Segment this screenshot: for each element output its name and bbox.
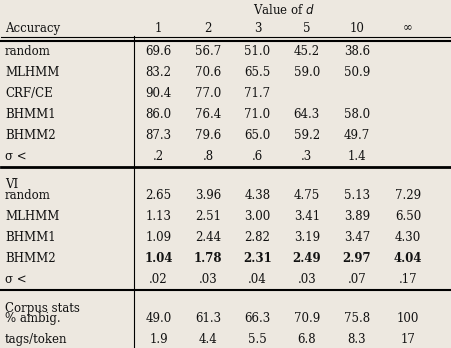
Text: 17: 17 — [400, 333, 414, 346]
Text: BHMM1: BHMM1 — [5, 108, 55, 121]
Text: σ <: σ < — [5, 150, 27, 163]
Text: 76.4: 76.4 — [194, 108, 221, 121]
Text: 65.5: 65.5 — [244, 66, 270, 79]
Text: Value of $d$: Value of $d$ — [252, 3, 314, 17]
Text: ∞: ∞ — [402, 22, 412, 34]
Text: 66.3: 66.3 — [244, 312, 270, 325]
Text: .8: .8 — [202, 150, 213, 163]
Text: 4.75: 4.75 — [293, 189, 319, 202]
Text: 1.04: 1.04 — [144, 252, 172, 265]
Text: 45.2: 45.2 — [293, 45, 319, 58]
Text: 6.50: 6.50 — [394, 210, 420, 223]
Text: BHMM2: BHMM2 — [5, 129, 55, 142]
Text: 2.31: 2.31 — [243, 252, 271, 265]
Text: 3.41: 3.41 — [293, 210, 319, 223]
Text: 2.51: 2.51 — [194, 210, 221, 223]
Text: 1.09: 1.09 — [145, 231, 171, 244]
Text: .03: .03 — [198, 273, 217, 286]
Text: 3.96: 3.96 — [194, 189, 221, 202]
Text: 51.0: 51.0 — [244, 45, 270, 58]
Text: 2.65: 2.65 — [145, 189, 171, 202]
Text: 75.8: 75.8 — [343, 312, 369, 325]
Text: 77.0: 77.0 — [194, 87, 221, 100]
Text: 8.3: 8.3 — [347, 333, 365, 346]
Text: Corpus stats: Corpus stats — [5, 302, 80, 315]
Text: 1.4: 1.4 — [347, 150, 365, 163]
Text: 2.82: 2.82 — [244, 231, 270, 244]
Text: .03: .03 — [297, 273, 316, 286]
Text: 65.0: 65.0 — [244, 129, 270, 142]
Text: .6: .6 — [251, 150, 262, 163]
Text: 5.13: 5.13 — [343, 189, 369, 202]
Text: 3.47: 3.47 — [343, 231, 369, 244]
Text: 87.3: 87.3 — [145, 129, 171, 142]
Text: 69.6: 69.6 — [145, 45, 171, 58]
Text: 1.78: 1.78 — [193, 252, 222, 265]
Text: 10: 10 — [349, 22, 364, 34]
Text: 4.30: 4.30 — [394, 231, 420, 244]
Text: .2: .2 — [153, 150, 164, 163]
Text: CRF/CE: CRF/CE — [5, 87, 53, 100]
Text: 83.2: 83.2 — [145, 66, 171, 79]
Text: 3: 3 — [253, 22, 261, 34]
Text: 1.13: 1.13 — [145, 210, 171, 223]
Text: 3.89: 3.89 — [343, 210, 369, 223]
Text: 100: 100 — [396, 312, 418, 325]
Text: .3: .3 — [300, 150, 312, 163]
Text: 1.9: 1.9 — [149, 333, 168, 346]
Text: 2.97: 2.97 — [342, 252, 370, 265]
Text: VI: VI — [5, 179, 18, 191]
Text: 61.3: 61.3 — [194, 312, 221, 325]
Text: random: random — [5, 189, 51, 202]
Text: Accuracy: Accuracy — [5, 22, 60, 34]
Text: 56.7: 56.7 — [194, 45, 221, 58]
Text: BHMM2: BHMM2 — [5, 252, 55, 265]
Text: 7.29: 7.29 — [394, 189, 420, 202]
Text: 5.5: 5.5 — [248, 333, 266, 346]
Text: 59.0: 59.0 — [293, 66, 319, 79]
Text: 38.6: 38.6 — [343, 45, 369, 58]
Text: BHMM1: BHMM1 — [5, 231, 55, 244]
Text: 70.6: 70.6 — [194, 66, 221, 79]
Text: % ambig.: % ambig. — [5, 312, 60, 325]
Text: 3.00: 3.00 — [244, 210, 270, 223]
Text: 70.9: 70.9 — [293, 312, 319, 325]
Text: tags/token: tags/token — [5, 333, 67, 346]
Text: σ <: σ < — [5, 273, 27, 286]
Text: 79.6: 79.6 — [194, 129, 221, 142]
Text: 2: 2 — [204, 22, 211, 34]
Text: .17: .17 — [398, 273, 416, 286]
Text: 4.04: 4.04 — [393, 252, 421, 265]
Text: 2.44: 2.44 — [194, 231, 221, 244]
Text: 3.19: 3.19 — [293, 231, 319, 244]
Text: MLHMM: MLHMM — [5, 210, 59, 223]
Text: 49.7: 49.7 — [343, 129, 369, 142]
Text: 64.3: 64.3 — [293, 108, 319, 121]
Text: 49.0: 49.0 — [145, 312, 171, 325]
Text: 59.2: 59.2 — [293, 129, 319, 142]
Text: .02: .02 — [149, 273, 168, 286]
Text: 4.4: 4.4 — [198, 333, 217, 346]
Text: 1: 1 — [155, 22, 162, 34]
Text: 6.8: 6.8 — [297, 333, 315, 346]
Text: 58.0: 58.0 — [343, 108, 369, 121]
Text: .04: .04 — [248, 273, 266, 286]
Text: 50.9: 50.9 — [343, 66, 369, 79]
Text: 90.4: 90.4 — [145, 87, 171, 100]
Text: 86.0: 86.0 — [145, 108, 171, 121]
Text: 71.0: 71.0 — [244, 108, 270, 121]
Text: 5: 5 — [303, 22, 310, 34]
Text: 71.7: 71.7 — [244, 87, 270, 100]
Text: MLHMM: MLHMM — [5, 66, 59, 79]
Text: 4.38: 4.38 — [244, 189, 270, 202]
Text: .07: .07 — [347, 273, 365, 286]
Text: random: random — [5, 45, 51, 58]
Text: 2.49: 2.49 — [292, 252, 321, 265]
